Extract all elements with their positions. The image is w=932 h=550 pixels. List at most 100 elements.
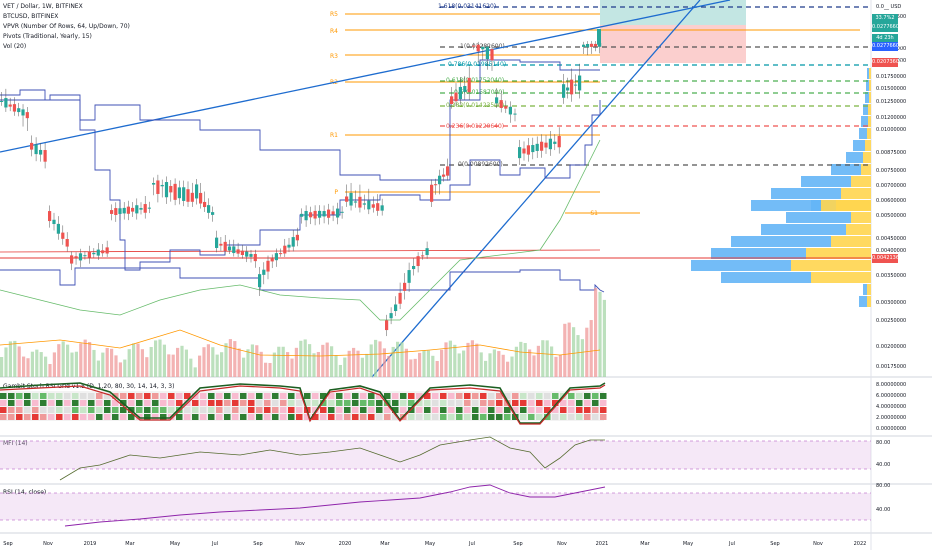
stoch-cell [176,414,183,420]
stoch-cell [408,400,415,406]
vpvr-bar-down [851,212,871,223]
stoch-cell [120,407,127,413]
stoch-cell [0,400,7,406]
volume-bar [594,288,598,377]
stoch-cell [352,407,359,413]
volume-bar [321,344,325,377]
candle [446,166,450,176]
time-axis-tick: 2021 [596,541,609,547]
stoch-cell [384,393,391,399]
candle [211,212,215,215]
stoch-cell [600,414,607,420]
stoch-cell [88,407,95,413]
candle [186,189,190,202]
candle [283,245,287,254]
candle [590,43,594,47]
stoch-pane-label[interactable]: Gambit Stoch RSI Grid v1.5 (D, 1,20, 80,… [3,383,175,390]
candle [236,249,240,254]
candle [295,234,299,241]
volume-bar [325,342,329,377]
stoch-cell [568,400,575,406]
volume-bar [365,353,369,377]
stoch-cell [272,400,279,406]
stoch-cell [592,400,599,406]
candle [513,113,517,115]
time-axis-tick: Nov [813,541,823,547]
stoch-cell [304,393,311,399]
stoch-cell [384,407,391,413]
volume-bar [35,349,39,377]
candle [371,204,375,208]
stoch-cell [376,393,383,399]
rsi-pane-label[interactable]: RSI (14, close) [3,489,47,496]
volume-bar [598,291,602,377]
candle [17,108,21,113]
candle [126,206,130,214]
vpvr-bar-down [867,284,871,295]
indicator-vol[interactable]: Vol (20) [3,43,27,50]
pivot-red-line [0,249,601,253]
stoch-cell [432,407,439,413]
stoch-cell [448,393,455,399]
symbol-title[interactable]: VET / Dollar, 1W, BITFINEX [3,3,83,10]
stoch-cell [544,393,551,399]
stoch-cell [8,393,15,399]
compare-lower-line [0,267,605,293]
stoch-cell [392,393,399,399]
stoch-cell [560,414,567,420]
indicator-vpvr[interactable]: VPVR (Number Of Rows, 64, Up/Down, 70) [3,23,130,30]
price-tag: 0.02776600 [872,42,903,51]
compare-symbol[interactable]: BTCUSD, BITFINEX [3,13,59,20]
vpvr-bar-down [867,296,871,307]
volume-bar [523,343,527,377]
volume-bar [220,352,224,377]
price-axis-tick: 0.00300000 [876,300,906,306]
stoch-cell [480,400,487,406]
volume-bar [96,360,100,377]
volume-bar [550,346,554,377]
volume-bar [347,350,351,377]
volume-bar [418,352,422,377]
volume-bar [140,349,144,377]
volume-bar [400,342,404,377]
vpvr-bar-up [721,272,811,283]
candle [490,49,494,61]
candle [518,147,522,159]
vpvr-bar-down [867,128,871,139]
stoch-cell [240,407,247,413]
stoch-cell [56,400,63,406]
candle [177,187,181,199]
vpvr-bar-up [751,200,821,211]
stoch-cell [328,407,335,413]
stoch-axis-tick: 2.00000000 [876,415,906,421]
volume-bar [444,342,448,377]
stoch-cell [248,393,255,399]
time-axis-tick: Sep [770,541,779,547]
volume-bar [79,343,83,377]
stoch-cell [120,414,127,420]
fib-1618: 1.618(0.03141620) [438,3,496,10]
indicator-pivots[interactable]: Pivots (Traditional, Yearly, 15) [3,33,92,40]
stoch-cell [376,414,383,420]
resistance-trendline [0,0,731,153]
pivot-r1: R1 [330,132,338,139]
candle [340,211,344,213]
volume-bar [88,342,92,377]
volume-bar [391,346,395,377]
volume-bar [92,349,96,377]
candle [39,149,43,155]
mfi-pane-label[interactable]: MFI (14) [3,440,28,447]
stoch-cell [80,400,87,406]
volume-bar [145,357,149,377]
candle [508,106,512,115]
candle [472,45,476,47]
candle [195,184,199,199]
mfi-axis: 80.00 40.00 [876,440,890,468]
candle [105,247,109,254]
stoch-cell [376,407,383,413]
candle [203,201,207,208]
stoch-cell [520,400,527,406]
volume-bar [435,360,439,377]
volume-bar [479,352,483,377]
